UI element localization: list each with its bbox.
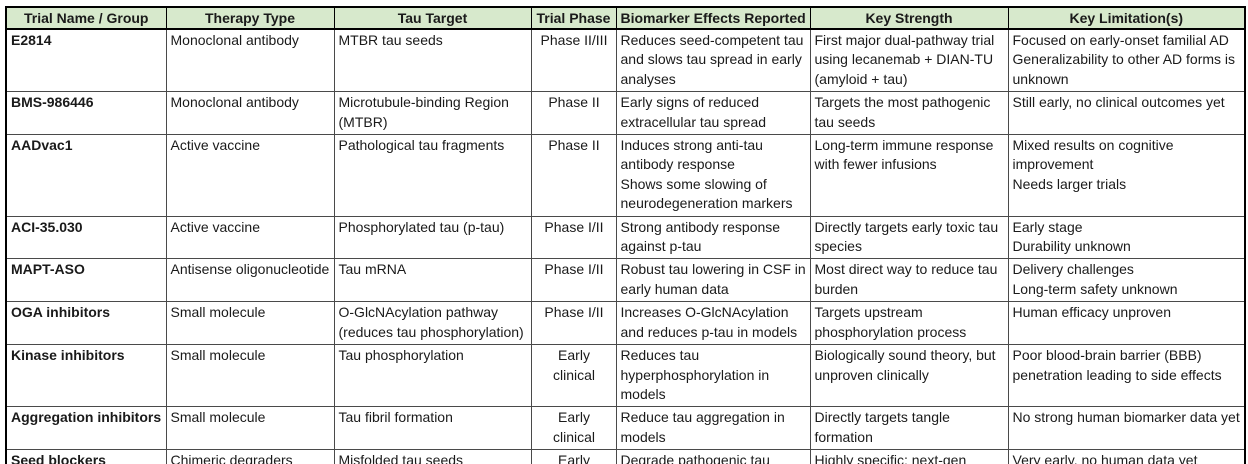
cell-strength: Highly specific; next-gen approach bbox=[809, 449, 1009, 464]
cell-strength: Targets the most pathogenic tau seeds bbox=[809, 91, 1009, 136]
table-row: BMS-986446 Monoclonal antibody Microtubule… bbox=[5, 91, 1246, 136]
cell-limitation: Focused on early-onset familial AD Gener… bbox=[1007, 28, 1246, 93]
cell-biomarker: Robust tau lowering in CSF in early huma… bbox=[615, 258, 811, 303]
cell-limitation: Delivery challenges Long-term safety unk… bbox=[1007, 258, 1246, 303]
cell-name: E2814 bbox=[5, 28, 167, 93]
column-header-strength: Key Strength bbox=[809, 6, 1009, 30]
cell-name: MAPT-ASO bbox=[5, 258, 167, 303]
table-row: MAPT-ASO Antisense oligonucleotide Tau mRN… bbox=[5, 258, 1246, 303]
cell-phase: Phase II bbox=[530, 134, 617, 217]
cell-strength: Targets upstream phosphorylation process bbox=[809, 301, 1009, 346]
cell-phase: Phase II/III bbox=[530, 28, 617, 93]
cell-target: MTBR tau seeds bbox=[333, 28, 532, 93]
table-row: AADvac1 Active vaccine Pathological tau fr… bbox=[5, 134, 1246, 217]
column-header-target: Tau Target bbox=[333, 6, 532, 30]
cell-limitation: Mixed results on cognitive improvement N… bbox=[1007, 134, 1246, 217]
cell-phase: Phase I/II bbox=[530, 258, 617, 303]
cell-name: AADvac1 bbox=[5, 134, 167, 217]
cell-strength: Long-term immune response with fewer inf… bbox=[809, 134, 1009, 217]
table-header-row: Trial Name / Group Therapy Type Tau Target… bbox=[5, 6, 1246, 30]
column-header-biomarker: Biomarker Effects Reported bbox=[615, 6, 811, 30]
cell-limitation: Still early, no clinical outcomes yet bbox=[1007, 91, 1246, 136]
cell-limitation: Poor blood-brain barrier (BBB) penetrati… bbox=[1007, 344, 1246, 408]
cell-therapy: Chimeric degraders bbox=[165, 449, 335, 464]
cell-phase: Early clinical bbox=[530, 449, 617, 464]
cell-target: Microtubule-binding Region (MTBR) bbox=[333, 91, 532, 136]
cell-biomarker: Degrade pathogenic tau species bbox=[615, 449, 811, 464]
cell-phase: Phase II bbox=[530, 91, 617, 136]
column-header-therapy: Therapy Type bbox=[165, 6, 335, 30]
column-header-name: Trial Name / Group bbox=[5, 6, 167, 30]
table-row: E2814 Monoclonal antibody MTBR tau seeds Ph… bbox=[5, 28, 1246, 93]
cell-biomarker: Increases O-GlcNAcylation and reduces p-… bbox=[615, 301, 811, 346]
cell-phase: Phase I/II bbox=[530, 301, 617, 346]
cell-phase: Early clinical bbox=[530, 344, 617, 408]
cell-biomarker: Reduce tau aggregation in models bbox=[615, 406, 811, 451]
cell-biomarker: Reduces tau hyperphosphorylation in mode… bbox=[615, 344, 811, 408]
table-row: Seed blockers Chimeric degraders Misfolded… bbox=[5, 449, 1246, 464]
table-row: Aggregation inhibitors Small molecule Tau … bbox=[5, 406, 1246, 451]
tau-therapy-table: Trial Name / Group Therapy Type Tau Target… bbox=[5, 6, 1246, 464]
cell-name: BMS-986446 bbox=[5, 91, 167, 136]
cell-biomarker: Reduces seed-competent tau and slows tau… bbox=[615, 28, 811, 93]
cell-strength: Most direct way to reduce tau burden bbox=[809, 258, 1009, 303]
cell-target: O-GlcNAcylation pathway (reduces tau pho… bbox=[333, 301, 532, 346]
cell-limitation: Very early, no human data yet bbox=[1007, 449, 1246, 464]
cell-target: Tau phosphorylation bbox=[333, 344, 532, 408]
cell-biomarker: Strong antibody response against p-tau bbox=[615, 215, 811, 260]
column-header-phase: Trial Phase bbox=[530, 6, 617, 30]
cell-limitation: Human efficacy unproven bbox=[1007, 301, 1246, 346]
cell-strength: Directly targets early toxic tau species bbox=[809, 215, 1009, 260]
table-body: E2814 Monoclonal antibody MTBR tau seeds Ph… bbox=[5, 28, 1246, 464]
cell-strength: Biologically sound theory, but unproven … bbox=[809, 344, 1009, 408]
cell-biomarker: Induces strong anti-tau antibody respons… bbox=[615, 134, 811, 217]
cell-therapy: Small molecule bbox=[165, 301, 335, 346]
cell-phase: Phase I/II bbox=[530, 215, 617, 260]
cell-name: Kinase inhibitors bbox=[5, 344, 167, 408]
cell-therapy: Monoclonal antibody bbox=[165, 28, 335, 93]
cell-therapy: Active vaccine bbox=[165, 134, 335, 217]
cell-name: Seed blockers bbox=[5, 449, 167, 464]
cell-therapy: Monoclonal antibody bbox=[165, 91, 335, 136]
cell-phase: Early clinical bbox=[530, 406, 617, 451]
column-header-limitation: Key Limitation(s) bbox=[1007, 6, 1246, 30]
cell-strength: Directly targets tangle formation bbox=[809, 406, 1009, 451]
cell-strength: First major dual-pathway trial using lec… bbox=[809, 28, 1009, 93]
cell-therapy: Active vaccine bbox=[165, 215, 335, 260]
cell-limitation: Early stage Durability unknown bbox=[1007, 215, 1246, 260]
table-row: OGA inhibitors Small molecule O-GlcNAcylat… bbox=[5, 301, 1246, 346]
cell-target: Phosphorylated tau (p-tau) bbox=[333, 215, 532, 260]
cell-therapy: Small molecule bbox=[165, 406, 335, 451]
cell-biomarker: Early signs of reduced extracellular tau… bbox=[615, 91, 811, 136]
cell-therapy: Antisense oligonucleotide bbox=[165, 258, 335, 303]
cell-target: Tau mRNA bbox=[333, 258, 532, 303]
cell-name: Aggregation inhibitors bbox=[5, 406, 167, 451]
cell-name: OGA inhibitors bbox=[5, 301, 167, 346]
cell-limitation: No strong human biomarker data yet bbox=[1007, 406, 1246, 451]
table-row: ACI-35.030 Active vaccine Phosphorylated t… bbox=[5, 215, 1246, 260]
cell-target: Tau fibril formation bbox=[333, 406, 532, 451]
cell-target: Pathological tau fragments bbox=[333, 134, 532, 217]
cell-therapy: Small molecule bbox=[165, 344, 335, 408]
table-row: Kinase inhibitors Small molecule Tau phosp… bbox=[5, 344, 1246, 408]
cell-name: ACI-35.030 bbox=[5, 215, 167, 260]
cell-target: Misfolded tau seeds bbox=[333, 449, 532, 464]
